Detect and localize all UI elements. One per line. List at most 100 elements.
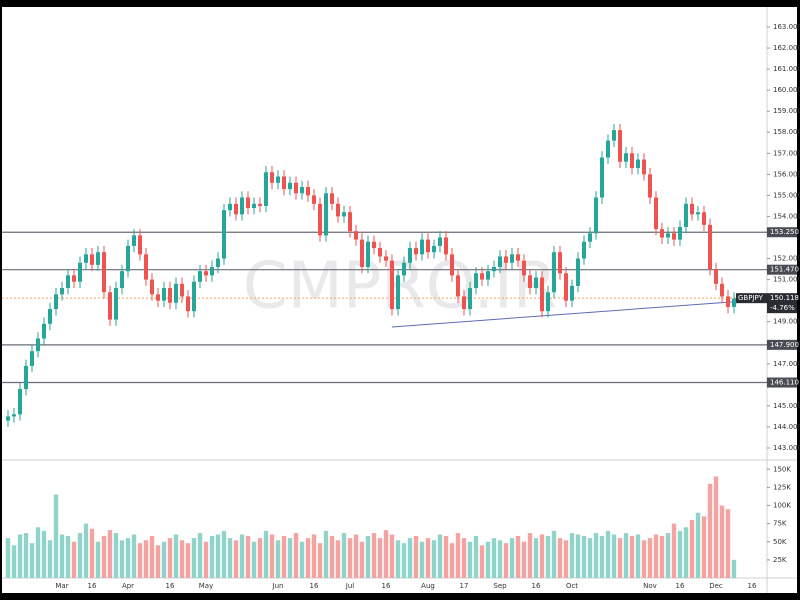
level-label: 151.470: [770, 266, 799, 274]
volume-bar: [371, 533, 377, 578]
candle-body: [18, 389, 22, 415]
y-tick-label: 147.000: [773, 360, 800, 368]
x-tick-label: 17: [460, 582, 469, 590]
volume-tick-label: 50K: [773, 538, 787, 546]
symbol-box: [736, 293, 767, 304]
candle-body: [444, 237, 448, 255]
volume-bar: [275, 540, 281, 578]
candle-body: [252, 203, 256, 209]
volume-bar: [443, 535, 449, 578]
candle-body: [402, 262, 406, 276]
level-label: 147.900: [770, 341, 799, 349]
candle-body: [474, 273, 478, 289]
volume-bar: [617, 538, 623, 578]
candle-body: [432, 245, 436, 253]
candle-body: [156, 294, 160, 301]
candle-body: [504, 256, 508, 263]
volume-bar: [71, 541, 77, 578]
candle-body: [702, 212, 706, 225]
volume-bar: [95, 541, 101, 578]
volume-bar: [491, 538, 497, 578]
candle-body: [198, 271, 202, 282]
candle-body: [594, 197, 598, 234]
candle-body: [234, 203, 238, 215]
candle-body: [228, 203, 232, 211]
volume-bar: [413, 535, 419, 578]
y-tick-label: 159.000: [773, 107, 800, 115]
volume-bar: [179, 540, 185, 578]
candle-body: [450, 254, 454, 276]
volume-bar: [311, 534, 317, 578]
y-tick-label: 145.000: [773, 402, 800, 410]
volume-bar: [437, 534, 443, 578]
volume-bar: [149, 535, 155, 578]
level-label: 146.110: [770, 379, 799, 387]
candle-body: [138, 235, 142, 255]
volume-bar: [677, 530, 683, 578]
volume-bar: [65, 535, 71, 578]
candle-body: [354, 231, 358, 240]
candle-body: [540, 277, 544, 312]
candle-body: [246, 197, 250, 209]
volume-bar: [497, 540, 503, 578]
candle-body: [96, 252, 100, 265]
volume-bar: [425, 538, 431, 578]
volume-bar: [701, 516, 707, 578]
last-price-label: 150.118: [770, 294, 799, 302]
volume-bar: [527, 533, 533, 578]
y-tick-label: 161.000: [773, 65, 800, 73]
candle-body: [144, 254, 148, 280]
candle-body: [90, 254, 94, 265]
candle-body: [66, 275, 70, 289]
volume-bar: [41, 530, 47, 578]
volume-bar: [125, 538, 131, 578]
candle-body: [192, 281, 196, 312]
volume-bar: [635, 534, 641, 578]
candle-body: [84, 254, 88, 263]
x-tick-label: Dec: [709, 582, 723, 590]
volume-bar: [317, 543, 323, 578]
x-tick-label: Apr: [122, 582, 134, 590]
candle-body: [72, 275, 76, 282]
candle-body: [498, 256, 502, 267]
candle-body: [426, 239, 430, 253]
volume-bar: [485, 541, 491, 578]
volume-bar: [521, 541, 527, 578]
y-tick-label: 162.000: [773, 44, 800, 52]
volume-bar: [281, 535, 287, 578]
volume-bar: [137, 543, 143, 578]
candle-body: [210, 266, 214, 276]
volume-bar: [407, 538, 413, 578]
candle-body: [588, 233, 592, 242]
volume-bar: [353, 534, 359, 578]
candle-body: [342, 212, 346, 217]
candle-body: [258, 203, 262, 206]
level-label-box: [767, 264, 797, 275]
x-tick-label: 16: [532, 582, 541, 590]
volume-bar: [515, 535, 521, 578]
candle-body: [264, 172, 268, 206]
volume-bar: [215, 534, 221, 578]
volume-bar: [689, 520, 695, 578]
volume-bar: [557, 538, 563, 578]
volume-bar: [335, 540, 341, 578]
volume-bar: [431, 540, 437, 578]
volume-bar: [305, 538, 311, 578]
volume-bar: [173, 534, 179, 578]
volume-bar: [17, 534, 23, 578]
candle-body: [312, 195, 316, 204]
volume-bar: [107, 530, 113, 578]
candle-body: [654, 197, 658, 230]
candle-body: [510, 254, 514, 263]
candle-body: [714, 269, 718, 284]
volume-bar: [461, 538, 467, 578]
candle-body: [708, 224, 712, 270]
volume-bar: [449, 543, 455, 578]
x-tick-label: Oct: [566, 582, 578, 590]
volume-bar: [77, 533, 83, 578]
volume-bar: [377, 538, 383, 578]
candle-body: [468, 288, 472, 310]
volume-bar: [623, 533, 629, 578]
candle-body: [270, 172, 274, 183]
volume-bar: [593, 533, 599, 578]
